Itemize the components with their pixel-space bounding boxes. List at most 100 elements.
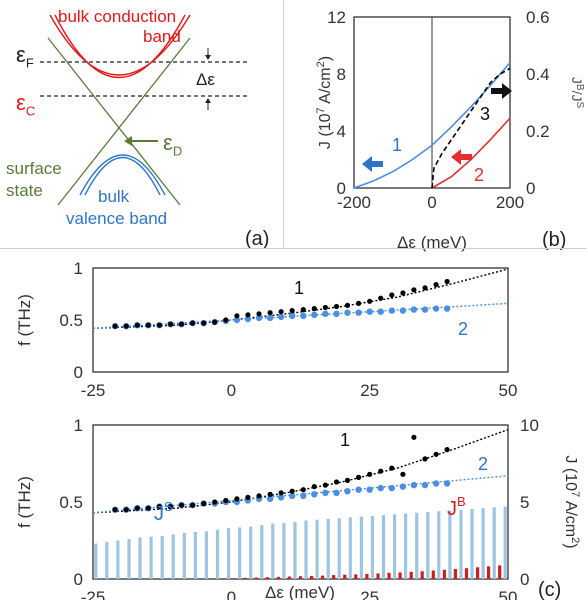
bar-jb [254, 577, 258, 579]
data-point-1 [422, 285, 428, 291]
x-axis-label-c: Δε (meV) [265, 583, 335, 600]
bar-js [116, 540, 120, 579]
bar-jb [243, 577, 247, 579]
fit-line-1 [92, 428, 509, 514]
data-point-2 [289, 492, 296, 499]
annotation-2: 2 [474, 165, 484, 185]
arrow-left-2 [451, 149, 472, 165]
x-tick-label: 0 [227, 381, 236, 400]
data-point-1 [344, 302, 351, 308]
x-tick-label: 25 [360, 588, 379, 600]
fit-line-1 [92, 268, 509, 329]
bar-jb [487, 566, 491, 579]
data-point-1 [134, 505, 140, 511]
annotation-1: 1 [294, 278, 304, 298]
surface-state-line-2 [57, 37, 191, 206]
data-point-2 [289, 312, 296, 319]
data-point-2 [410, 306, 418, 313]
data-point-2 [377, 484, 384, 492]
y-tick-label: 1 [74, 259, 83, 278]
state-label: state [6, 181, 43, 200]
bar-js [238, 527, 242, 579]
data-point-1 [256, 311, 262, 317]
data-point-2 [300, 492, 307, 499]
data-point-1 [367, 471, 373, 477]
data-point-1 [112, 323, 118, 329]
data-point-1 [378, 468, 384, 474]
series-line-2 [431, 117, 511, 189]
data-point-1 [267, 310, 273, 316]
bar-js [470, 508, 474, 579]
panel-c-top-chart-y-axis-label: f (THz) [15, 294, 34, 346]
bar-js [393, 514, 397, 579]
data-point-2 [311, 311, 318, 318]
data-point-1 [344, 477, 351, 483]
data-point-1 [400, 471, 406, 477]
panel-c-label: (c) [538, 579, 561, 600]
bar-jb [376, 573, 380, 579]
bar-js [127, 539, 131, 579]
data-point-1 [167, 321, 174, 327]
data-point-2 [432, 480, 440, 487]
bar-js [437, 511, 441, 579]
bar-js [215, 529, 220, 579]
panel-a-label: (a) [245, 228, 269, 250]
data-point-1 [223, 497, 229, 504]
bulk-conduction-label: bulk conduction [58, 7, 176, 26]
data-point-1 [433, 451, 439, 457]
panel-b-label: (b) [542, 229, 566, 251]
series-line-1 [353, 62, 511, 189]
x-tick-label: 0 [227, 588, 236, 600]
annotation-jb: JB [447, 494, 466, 520]
bar-js [370, 515, 374, 579]
annotation-3: 3 [480, 104, 490, 124]
data-point-2 [399, 483, 407, 490]
data-point-1 [223, 317, 229, 323]
y-tick-label: 0 [74, 570, 83, 589]
x-tick-label: -25 [81, 381, 106, 400]
data-point-1 [289, 308, 295, 314]
bulk-valence-label: bulk [98, 187, 130, 206]
data-point-2 [421, 481, 429, 489]
bar-js [415, 512, 419, 579]
bar-jb [310, 575, 314, 579]
bar-jb [332, 575, 336, 579]
data-point-2 [333, 489, 340, 496]
data-point-2 [344, 309, 351, 316]
annotation-1: 1 [392, 135, 402, 155]
data-point-1 [311, 306, 317, 312]
bar-jb [464, 568, 469, 579]
data-point-2 [399, 307, 407, 314]
panel-c-bottom-chart-y-axis-label: f (THz) [15, 476, 34, 528]
arrow-right-3 [491, 83, 512, 99]
bar-jb [387, 572, 391, 579]
delta-arrow-up-head [205, 98, 211, 103]
data-point-1 [145, 505, 151, 511]
arrow-left-1 [362, 156, 383, 172]
data-point-2 [432, 305, 440, 312]
delta-arrow-down-head [205, 55, 211, 60]
x-tick-label: -200 [337, 193, 371, 212]
bar-js [426, 512, 430, 579]
bar-js [359, 516, 363, 579]
data-point-1 [201, 500, 207, 507]
valence-band-label: valence band [66, 209, 167, 228]
data-point-1 [378, 295, 384, 301]
dirac-point-arrow-head [124, 136, 132, 146]
data-point-1 [112, 507, 118, 513]
data-point-1 [333, 479, 340, 485]
data-point-2 [311, 491, 318, 498]
x-tick-label: 0 [427, 193, 436, 212]
data-point-1 [389, 292, 395, 298]
data-point-1 [333, 303, 340, 310]
bar-js [404, 513, 408, 579]
data-point-1 [245, 312, 251, 318]
data-point-1 [411, 287, 417, 293]
conduction-edge-label: εC [16, 90, 35, 119]
data-point-2 [366, 486, 373, 493]
data-point-1 [190, 502, 196, 508]
data-point-1 [123, 323, 129, 329]
data-point-1 [411, 434, 417, 440]
